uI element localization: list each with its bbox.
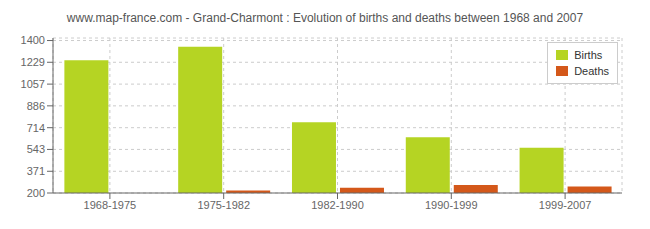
- svg-text:543: 543: [27, 143, 45, 155]
- html-text:Births: Births: [574, 49, 603, 61]
- svg-text:1229: 1229: [21, 56, 45, 68]
- svg-text:1990-1999: 1990-1999: [425, 199, 478, 211]
- html-text:www.map-france.com - Grand-Cha: www.map-france.com - Grand-Charmont : Ev…: [66, 11, 584, 25]
- svg-text:371: 371: [27, 165, 45, 177]
- svg-text:200: 200: [27, 187, 45, 199]
- svg-text:1975-1982: 1975-1982: [197, 199, 250, 211]
- svg-text:886: 886: [27, 100, 45, 112]
- svg-text:714: 714: [27, 122, 45, 134]
- svg-text:1982-1990: 1982-1990: [311, 199, 364, 211]
- svg-text:1968-1975: 1968-1975: [84, 199, 137, 211]
- html-text:Deaths: Deaths: [574, 65, 609, 77]
- svg-text:1057: 1057: [21, 78, 45, 90]
- svg-text:1999-2007: 1999-2007: [539, 199, 592, 211]
- svg-text:1400: 1400: [21, 34, 45, 46]
